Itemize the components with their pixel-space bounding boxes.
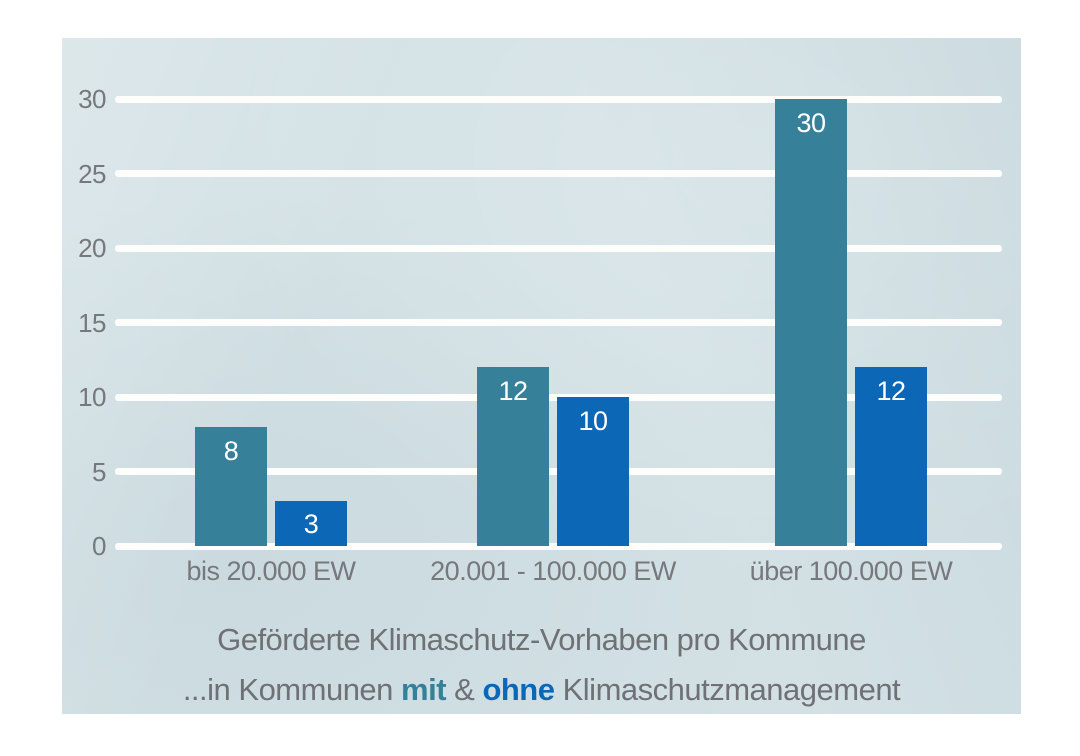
gridline: [115, 542, 1002, 550]
bar-value-label: 10: [578, 406, 608, 436]
bar-value-label: 3: [303, 508, 319, 539]
y-tick-label: 30: [78, 84, 106, 114]
bar-ohne: 12: [855, 367, 927, 546]
y-tick-label: 15: [78, 307, 106, 338]
y-tick-label: 0: [92, 531, 106, 561]
subtitle-part: mit: [401, 672, 447, 707]
bar-value-label: 12: [876, 376, 906, 407]
gridline: [115, 170, 1002, 177]
x-category-label: 20.001 - 100.000 EW: [430, 556, 676, 586]
x-category-label: bis 20.000 EW: [186, 556, 356, 586]
gridline: [115, 319, 1002, 326]
bar-ohne: 3: [275, 501, 347, 546]
subtitle-part: ohne: [482, 672, 555, 707]
x-category-label: über 100.000 EW: [749, 556, 953, 586]
chart-card: 0 5 10 15 20 25 30 8 12 30 3 10 12 bis 20.000 EW 20.00…: [62, 38, 1021, 714]
chart-title: Geförderte Klimaschutz-Vorhaben pro Komm…: [217, 622, 866, 657]
y-tick-label: 10: [78, 382, 106, 412]
bar-mit: 12: [477, 367, 549, 546]
chart-subtitle: ...in Kommunen mit & ohne Klimaschutzman…: [62, 672, 1021, 708]
y-tick-label: 20: [78, 233, 106, 263]
subtitle-part: &: [446, 672, 483, 707]
gridline: [115, 95, 1002, 103]
y-tick-label: 25: [78, 158, 106, 189]
y-tick-label: 5: [92, 456, 106, 487]
gridline: [115, 244, 1002, 252]
bar-ohne: 10: [557, 397, 629, 546]
bar-mit: 8: [195, 426, 267, 546]
bar-value-label: 30: [796, 108, 826, 138]
subtitle-part: Klimaschutzmanagement: [554, 672, 901, 707]
bar-value-label: 8: [223, 435, 239, 466]
bar-mit: 30: [775, 99, 847, 546]
bar-value-label: 12: [498, 376, 528, 407]
subtitle-part: ...in Kommunen: [182, 672, 402, 707]
plot-area: 0 5 10 15 20 25 30 8 12 30 3 10 12 bis 20.000 EW 20.00…: [78, 84, 1002, 586]
